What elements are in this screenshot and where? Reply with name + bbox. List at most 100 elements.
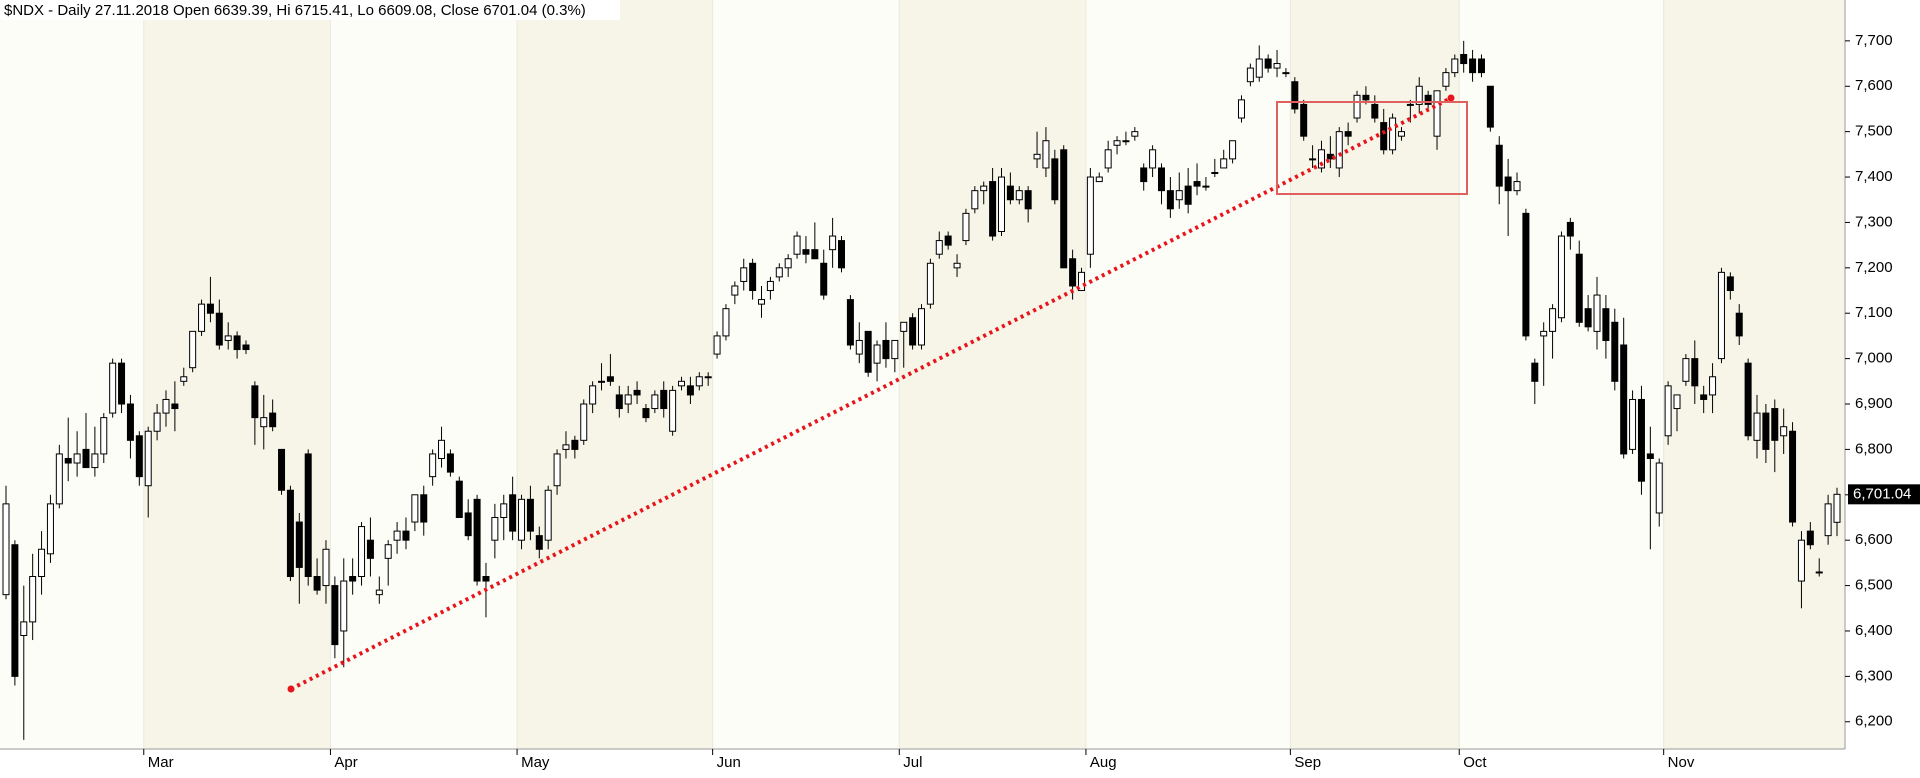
candle-body [1753, 412, 1761, 441]
candle-body [1229, 140, 1237, 160]
candle-body [429, 453, 437, 478]
candle-body [1166, 190, 1174, 210]
candle-body [420, 494, 428, 523]
candle-body [1371, 103, 1379, 119]
candle-body [358, 526, 366, 578]
candle-body [580, 403, 588, 441]
candle-body [1700, 394, 1708, 400]
candle-body [1477, 58, 1485, 74]
candle-body [1762, 412, 1770, 450]
candle-body [766, 280, 774, 292]
candle-body [1202, 185, 1210, 188]
candle-body [1246, 67, 1254, 83]
candle-body [1095, 176, 1103, 183]
y-tick-label: 6,200 [1855, 713, 1893, 730]
candle-body [695, 376, 703, 387]
candle-body [1460, 53, 1468, 65]
y-tick-label: 7,300 [1855, 213, 1893, 230]
candle-body [2, 503, 10, 596]
candle-body [1077, 271, 1085, 292]
candle-body [997, 176, 1005, 233]
candle-body [624, 394, 632, 405]
candle-body [1140, 167, 1148, 183]
candle-body [224, 335, 232, 341]
candle-body [713, 335, 721, 355]
candle-body [1237, 99, 1245, 119]
candle-body [1495, 144, 1503, 187]
y-tick-label: 7,100 [1855, 304, 1893, 321]
candle-body [1042, 140, 1050, 169]
candle-body [464, 512, 472, 537]
candle-body [1344, 131, 1352, 137]
candle-body [126, 403, 134, 441]
candle-body [606, 376, 614, 382]
last-price-label: 6,701.04 [1853, 485, 1911, 502]
chart-title: $NDX - Daily 27.11.2018 Open 6639.39, Hi… [4, 2, 586, 19]
candle-body [793, 235, 801, 255]
candle-body [553, 453, 561, 487]
candle-body [509, 494, 517, 532]
candle-body [660, 389, 668, 410]
candle-body [375, 589, 383, 596]
candle-body [598, 380, 606, 383]
candle-body [29, 576, 37, 623]
candle-body [1157, 167, 1165, 192]
candle-body [855, 339, 863, 355]
candle-body [838, 240, 846, 269]
candle-body [1806, 530, 1814, 546]
candle-body [686, 385, 694, 396]
x-tick-label: Apr [334, 754, 357, 771]
candle-body [189, 330, 197, 369]
candle-body [1629, 398, 1637, 450]
candle-body [1593, 294, 1601, 332]
x-tick-label: Nov [1668, 754, 1695, 771]
candle-body [633, 389, 641, 396]
candle-body [740, 267, 748, 282]
candle-body [1175, 190, 1183, 201]
candle-body [1682, 358, 1690, 382]
candle-body [1451, 58, 1459, 74]
candle-body [642, 408, 650, 419]
candle-body [989, 181, 997, 237]
candle-body [1282, 72, 1290, 75]
candle-body [366, 539, 374, 559]
candle-body [349, 576, 357, 582]
candle-body [1771, 408, 1779, 441]
candle-body [1104, 149, 1112, 169]
candle-body [46, 503, 54, 555]
candle-body [206, 303, 214, 314]
candle-body [118, 362, 126, 405]
candle-body [1273, 63, 1281, 69]
candle-body [615, 394, 623, 410]
candle-body [1620, 344, 1628, 455]
x-tick-label: May [521, 754, 550, 771]
candle-body [518, 498, 526, 541]
candle-body [935, 240, 943, 255]
candle-body [1122, 140, 1130, 143]
candle-body [1069, 258, 1077, 287]
candle-body [144, 430, 152, 487]
candle-body [304, 453, 312, 578]
candle-body [438, 439, 446, 459]
candle-body [1389, 117, 1397, 151]
candle-body [500, 503, 508, 518]
y-tick-label: 6,600 [1855, 531, 1893, 548]
candle-body [1424, 94, 1432, 105]
candle-body [1513, 181, 1521, 192]
candle-body [1735, 312, 1743, 337]
candle-body [953, 262, 961, 269]
candle-body [1033, 153, 1041, 160]
candle-body [260, 417, 268, 428]
candle-body [286, 489, 294, 578]
candle-body [571, 439, 579, 450]
candle-body [242, 344, 250, 351]
trend-point [1447, 94, 1455, 102]
candle-body [11, 544, 19, 677]
candle-body [64, 457, 72, 464]
candle-body [775, 267, 783, 278]
candle-body [864, 330, 872, 373]
candle-body [1309, 158, 1317, 161]
candle-body [971, 190, 979, 210]
candle-body [38, 548, 46, 578]
